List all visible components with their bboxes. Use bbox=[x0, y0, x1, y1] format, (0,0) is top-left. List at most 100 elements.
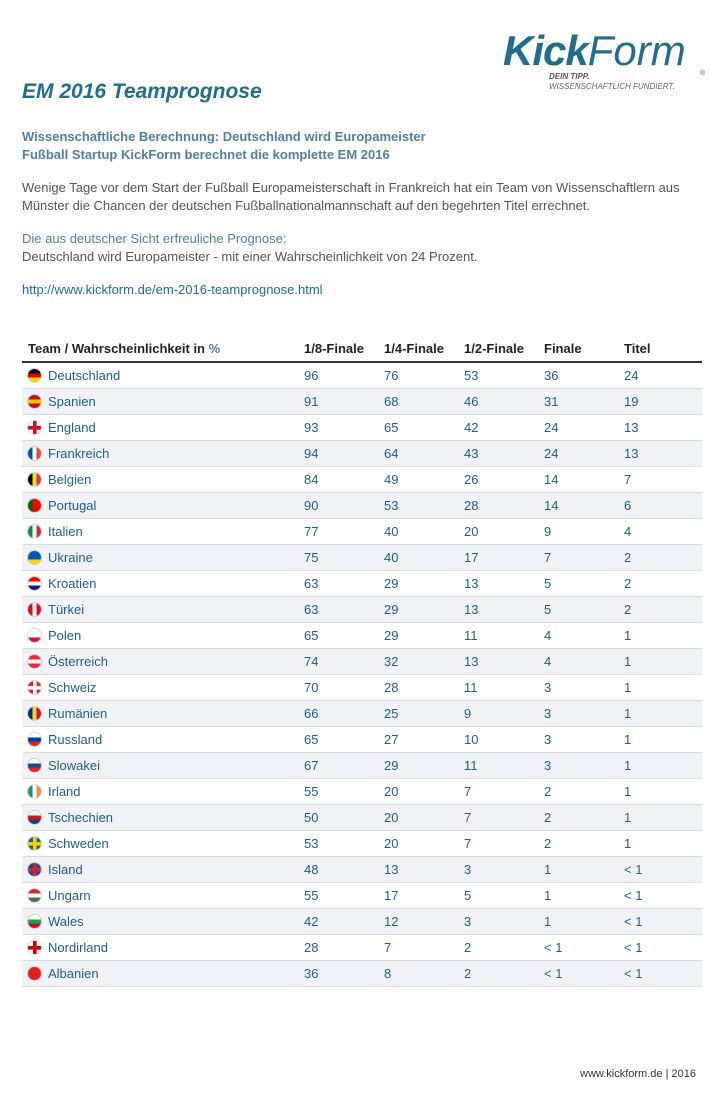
team-cell: Wales bbox=[22, 908, 304, 935]
team-cell: Kroatien bbox=[22, 570, 304, 597]
round-of-16-value: 90 bbox=[304, 492, 384, 519]
quarterfinal-value: 28 bbox=[384, 674, 464, 701]
subtitle-2: Fußball Startup KickForm berechnet die k… bbox=[22, 147, 390, 162]
quarterfinal-value: 29 bbox=[384, 622, 464, 649]
logo-tagline-2: WISSENSCHAFTLICH FUNDIERT. bbox=[549, 82, 675, 91]
quarterfinal-value: 20 bbox=[384, 804, 464, 831]
flag-icon bbox=[28, 499, 41, 512]
team-cell: Schweden bbox=[22, 830, 304, 857]
team-name: Russland bbox=[48, 732, 103, 747]
semifinal-value: 28 bbox=[464, 492, 544, 519]
semifinal-value: 11 bbox=[464, 752, 544, 779]
title-value: < 1 bbox=[624, 934, 702, 961]
team-cell: Tschechien bbox=[22, 804, 304, 831]
flag-icon bbox=[28, 681, 41, 694]
quarterfinal-value: 7 bbox=[384, 934, 464, 961]
team-name: Rumänien bbox=[48, 706, 108, 721]
title-value: < 1 bbox=[624, 908, 702, 935]
flag-icon bbox=[28, 473, 41, 486]
flag-icon bbox=[28, 837, 41, 850]
table-row: Polen 65 29 11 4 1 bbox=[22, 622, 702, 649]
final-value: 2 bbox=[544, 830, 624, 857]
title-value: 7 bbox=[624, 466, 702, 493]
round-of-16-value: 55 bbox=[304, 778, 384, 805]
semifinal-value: 7 bbox=[464, 778, 544, 805]
team-cell: Belgien bbox=[22, 466, 304, 493]
quarterfinal-value: 29 bbox=[384, 596, 464, 623]
round-of-16-value: 42 bbox=[304, 908, 384, 935]
table-row: Belgien 84 49 26 14 7 bbox=[22, 466, 702, 493]
team-name: Slowakei bbox=[48, 758, 101, 773]
source-link[interactable]: http://www.kickform.de/em-2016-teamprogn… bbox=[22, 282, 323, 297]
title-value: 19 bbox=[624, 388, 702, 415]
team-name: Tschechien bbox=[48, 810, 114, 825]
team-name: Albanien bbox=[48, 966, 99, 981]
team-name: Kroatien bbox=[48, 576, 97, 591]
round-of-16-value: 74 bbox=[304, 648, 384, 675]
round-of-16-value: 75 bbox=[304, 544, 384, 571]
team-cell: Ukraine bbox=[22, 544, 304, 571]
final-value: 24 bbox=[544, 440, 624, 467]
flag-icon bbox=[28, 525, 41, 538]
final-value: 4 bbox=[544, 648, 624, 675]
header-quarterfinal: 1/4-Finale bbox=[384, 335, 464, 363]
team-name: Italien bbox=[48, 524, 83, 539]
team-cell: Island bbox=[22, 856, 304, 883]
quarterfinal-value: 40 bbox=[384, 544, 464, 571]
semifinal-value: 46 bbox=[464, 388, 544, 415]
semifinal-value: 26 bbox=[464, 466, 544, 493]
final-value: 3 bbox=[544, 700, 624, 727]
semifinal-value: 13 bbox=[464, 596, 544, 623]
quarterfinal-value: 32 bbox=[384, 648, 464, 675]
flag-icon bbox=[28, 551, 41, 564]
table-row: Ukraine 75 40 17 7 2 bbox=[22, 544, 702, 571]
final-value: 3 bbox=[544, 674, 624, 701]
table-row: Deutschland 96 76 53 36 24 bbox=[22, 362, 702, 389]
semifinal-value: 17 bbox=[464, 544, 544, 571]
team-name: Türkei bbox=[48, 602, 85, 617]
semifinal-value: 42 bbox=[464, 414, 544, 441]
final-value: 7 bbox=[544, 544, 624, 571]
table-row: Rumänien 66 25 9 3 1 bbox=[22, 700, 702, 727]
team-name: Belgien bbox=[48, 472, 92, 487]
semifinal-value: 7 bbox=[464, 830, 544, 857]
header-unit: % bbox=[208, 340, 221, 356]
final-value: 2 bbox=[544, 804, 624, 831]
team-cell: Polen bbox=[22, 622, 304, 649]
table-row: England 93 65 42 24 13 bbox=[22, 414, 702, 441]
semifinal-value: 7 bbox=[464, 804, 544, 831]
header-final: Finale bbox=[544, 335, 624, 363]
page-title: EM 2016 Teamprognose bbox=[22, 80, 262, 103]
final-value: 36 bbox=[544, 362, 624, 389]
final-value: 3 bbox=[544, 726, 624, 753]
round-of-16-value: 50 bbox=[304, 804, 384, 831]
round-of-16-value: 94 bbox=[304, 440, 384, 467]
final-value: 24 bbox=[544, 414, 624, 441]
title-value: 13 bbox=[624, 440, 702, 467]
team-cell: Schweiz bbox=[22, 674, 304, 701]
semifinal-value: 20 bbox=[464, 518, 544, 545]
flag-icon bbox=[28, 655, 41, 668]
team-name: Ungarn bbox=[48, 888, 91, 903]
semifinal-value: 43 bbox=[464, 440, 544, 467]
team-cell: Albanien bbox=[22, 960, 304, 987]
quarterfinal-value: 20 bbox=[384, 778, 464, 805]
quarterfinal-value: 20 bbox=[384, 830, 464, 857]
quarterfinal-value: 8 bbox=[384, 960, 464, 987]
semifinal-value: 11 bbox=[464, 674, 544, 701]
round-of-16-value: 53 bbox=[304, 830, 384, 857]
final-value: 1 bbox=[544, 882, 624, 909]
semifinal-value: 13 bbox=[464, 648, 544, 675]
team-cell: England bbox=[22, 414, 304, 441]
round-of-16-value: 55 bbox=[304, 882, 384, 909]
title-value: 2 bbox=[624, 596, 702, 623]
title-value: 1 bbox=[624, 700, 702, 727]
final-value: 3 bbox=[544, 752, 624, 779]
logo-tagline-1: DEIN TIPP. bbox=[549, 72, 590, 81]
team-cell: Nordirland bbox=[22, 934, 304, 961]
title-value: 1 bbox=[624, 830, 702, 857]
team-name: Spanien bbox=[48, 394, 96, 409]
table-row: Island 48 13 3 1 < 1 bbox=[22, 856, 702, 883]
kickform-logo: KickForm ® DEIN TIPP. WISSENSCHAFTLICH F… bbox=[503, 30, 705, 92]
quarterfinal-value: 13 bbox=[384, 856, 464, 883]
